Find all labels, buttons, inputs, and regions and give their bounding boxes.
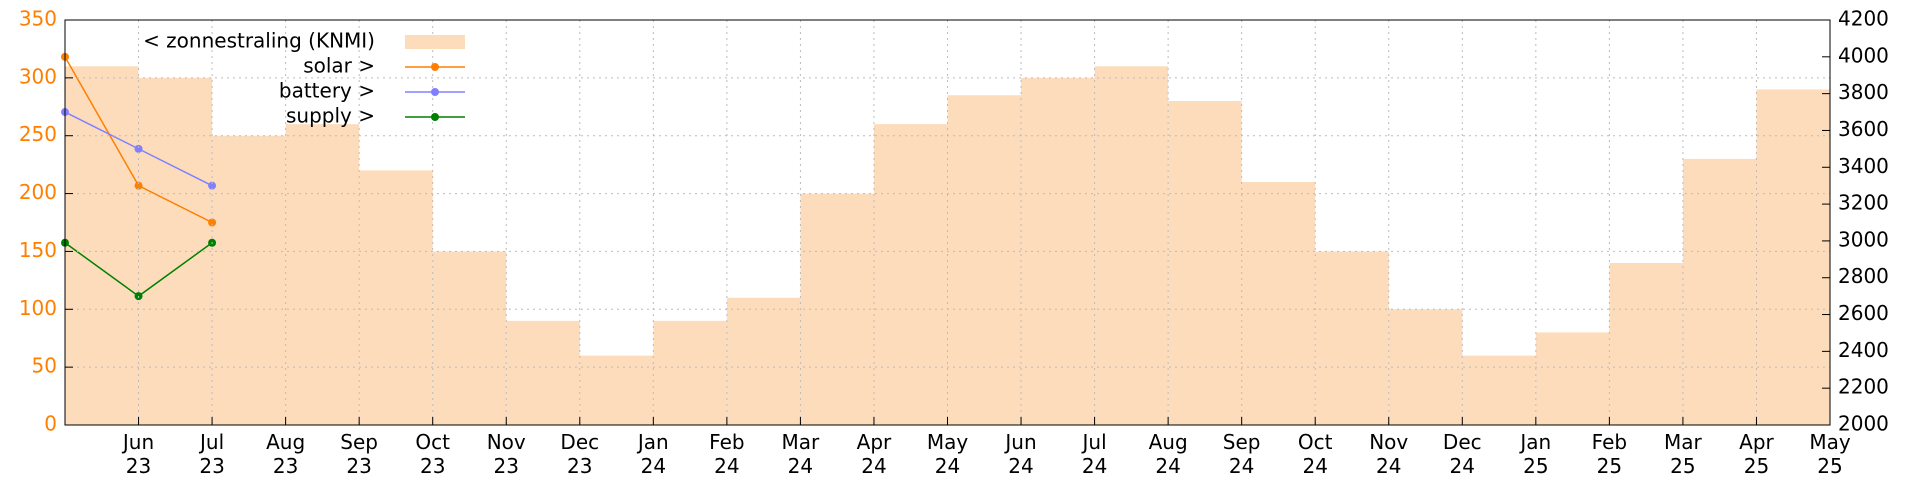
- y2-tick-label: 4000: [1838, 43, 1889, 67]
- area-step: [1388, 309, 1463, 425]
- x-tick-label: Sep 24: [1222, 430, 1261, 478]
- area-step: [65, 66, 139, 426]
- data: [61, 52, 1830, 426]
- area-step: [800, 193, 874, 425]
- x-tick-label: Sep 23: [340, 430, 378, 478]
- y2-tick-label: 3800: [1838, 80, 1889, 104]
- area-step: [212, 135, 286, 425]
- legend-marker: [431, 113, 439, 121]
- area-step: [653, 320, 727, 425]
- x-tick-label: Apr 24: [856, 430, 892, 478]
- area-step: [579, 355, 654, 425]
- area-step: [285, 124, 360, 426]
- x-tick-label: Oct 23: [415, 430, 450, 478]
- area-step: [1682, 158, 1757, 425]
- area-step: [1756, 89, 1830, 425]
- area-step: [432, 251, 507, 425]
- y2-tick-label: 3200: [1838, 191, 1889, 215]
- y2-tick-label: 2000: [1838, 412, 1889, 436]
- area-step: [1094, 66, 1169, 426]
- x-tick-label: Feb 25: [1591, 430, 1628, 478]
- x-tick-label: Oct 24: [1297, 430, 1333, 478]
- area-step: [1021, 77, 1095, 425]
- y2-tick-label: 2600: [1838, 301, 1889, 325]
- y-tick-label: 0: [44, 412, 57, 436]
- legend-label: < zonnestraling (KNMI): [143, 29, 375, 53]
- y-tick-label: 300: [19, 64, 57, 88]
- legend-label: battery >: [279, 79, 375, 103]
- x-tick-label: Apr 25: [1739, 430, 1774, 478]
- legend-swatch: [405, 35, 465, 49]
- area-step: [1609, 263, 1683, 425]
- x-tick-label: Mar 25: [1664, 430, 1702, 478]
- area-step: [1535, 332, 1610, 425]
- area-step: [726, 297, 801, 425]
- axes: 0 50 100 150 200 250 300 350 2000 2200 2400 2600 280…: [19, 7, 1889, 436]
- area-step: [359, 170, 433, 425]
- legend-label: solar >: [303, 54, 375, 78]
- x-tick-label: Feb 24: [709, 430, 745, 478]
- y2-tick-label: 2400: [1838, 338, 1889, 362]
- series-point: [134, 181, 143, 190]
- x-tick-label: Jan 25: [1520, 430, 1552, 478]
- y-tick-label: 200: [19, 180, 57, 204]
- x-tick-label: Dec 24: [1442, 430, 1482, 478]
- series-point: [134, 144, 143, 153]
- y2-tick-label: 3400: [1838, 154, 1889, 178]
- y-tick-label: 50: [32, 354, 57, 378]
- x-tick-label: Jul 24: [1081, 430, 1108, 478]
- x-tick-label: Jan 24: [637, 430, 669, 478]
- x-tick-label: Jun 24: [1005, 430, 1037, 478]
- area-step: [1241, 182, 1316, 425]
- y2-tick-label: 4200: [1838, 7, 1889, 31]
- x-tick-label: Aug 23: [266, 430, 306, 478]
- area-step: [1315, 251, 1389, 425]
- y-tick-label: 250: [19, 122, 57, 146]
- legend-marker: [431, 63, 439, 71]
- x-tick-label: May 24: [926, 430, 969, 478]
- y-tick-label: 100: [19, 296, 57, 320]
- y2-tick-label: 3000: [1838, 227, 1889, 251]
- x-tick-label: May 25: [1809, 430, 1851, 478]
- area-step: [1168, 101, 1242, 425]
- x-tick-label: Nov 24: [1369, 430, 1409, 478]
- area-step: [947, 95, 1022, 425]
- y2-tick-label: 2800: [1838, 264, 1889, 288]
- x-tick-label: Aug 24: [1148, 430, 1188, 478]
- legend-marker: [431, 88, 439, 96]
- x-tick-label: Mar 24: [781, 430, 820, 478]
- x-tick-label: Dec 23: [560, 430, 600, 478]
- y2-tick-label: 3600: [1838, 117, 1889, 141]
- x-tick-label: Jul 23: [199, 430, 225, 478]
- y-tick-label: 350: [19, 7, 57, 31]
- series-point: [208, 218, 217, 227]
- legend-label: supply >: [286, 104, 375, 128]
- area-step: [1462, 355, 1536, 425]
- area-step: [506, 320, 580, 425]
- series-point: [208, 181, 217, 190]
- area-step: [873, 124, 948, 426]
- y2-tick-label: 2200: [1838, 375, 1889, 399]
- y-tick-label: 150: [19, 238, 57, 262]
- x-tick-label: Nov 23: [486, 430, 526, 478]
- x-tick-label: Jun 23: [122, 430, 155, 478]
